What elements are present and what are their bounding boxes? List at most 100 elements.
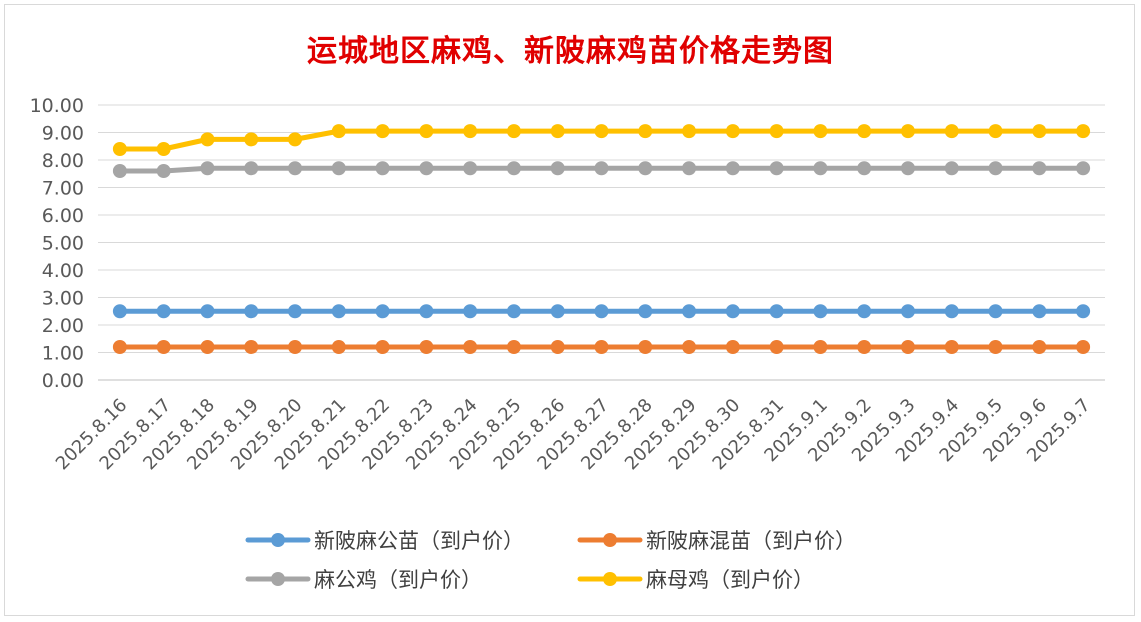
data-point	[419, 124, 434, 139]
data-point	[594, 161, 609, 176]
data-point	[944, 161, 959, 176]
data-point	[1032, 304, 1047, 319]
series-lines	[112, 124, 1091, 354]
data-point	[682, 304, 697, 319]
y-tick-label: 7.00	[42, 178, 84, 200]
legend: 新陂麻公苗（到户价） 新陂麻混苗（到户价） 麻公鸡（到户价） 麻母鸡（到户价）	[245, 529, 856, 592]
data-point	[594, 304, 609, 319]
data-point	[988, 124, 1003, 139]
data-point	[112, 142, 127, 156]
data-point	[506, 161, 521, 176]
data-point	[156, 164, 171, 178]
series	[112, 161, 1091, 178]
legend-marker	[603, 533, 617, 547]
data-point	[463, 304, 478, 319]
y-tick-label: 3.00	[42, 288, 84, 310]
data-point	[725, 304, 740, 319]
data-point	[244, 132, 259, 147]
data-point	[463, 161, 478, 176]
data-point	[857, 161, 872, 176]
data-point	[375, 124, 390, 139]
data-point	[682, 124, 697, 139]
data-point	[682, 340, 697, 354]
data-point	[857, 304, 872, 319]
data-point	[506, 304, 521, 319]
y-tick-label: 2.00	[42, 315, 84, 337]
data-point	[550, 124, 565, 139]
data-point	[244, 161, 259, 176]
data-point	[988, 161, 1003, 176]
data-point	[944, 124, 959, 139]
data-point	[375, 304, 390, 319]
data-point	[1076, 340, 1091, 354]
legend-marker	[271, 572, 285, 586]
data-point	[900, 304, 915, 319]
data-point	[550, 161, 565, 176]
data-point	[419, 304, 434, 319]
data-point	[594, 340, 609, 354]
y-tick-label: 10.00	[30, 95, 84, 117]
data-point	[944, 304, 959, 319]
data-point	[112, 164, 127, 178]
data-point	[550, 304, 565, 319]
data-point	[463, 340, 478, 354]
series	[112, 340, 1091, 354]
y-tick-label: 8.00	[42, 150, 84, 172]
y-axis-ticks: 0.00 1.00 2.00 3.00 4.00 5.00 6.00 7.00 8.00 9.00…	[30, 95, 84, 392]
legend-item: 麻公鸡（到户价）	[245, 568, 482, 592]
data-point	[1032, 340, 1047, 354]
series	[112, 124, 1091, 156]
data-point	[288, 132, 303, 147]
data-point	[594, 124, 609, 139]
data-point	[813, 161, 828, 176]
data-point	[1076, 304, 1091, 319]
legend-label: 新陂麻混苗（到户价）	[646, 529, 856, 553]
legend-marker	[603, 572, 617, 586]
data-point	[857, 340, 872, 354]
data-point	[463, 124, 478, 139]
legend-label: 新陂麻公苗（到户价）	[314, 529, 524, 553]
legend-label: 麻母鸡（到户价）	[646, 568, 814, 592]
data-point	[725, 340, 740, 354]
data-point	[725, 124, 740, 139]
data-point	[725, 161, 740, 176]
data-point	[550, 340, 565, 354]
data-point	[1076, 124, 1091, 139]
legend-marker	[271, 533, 285, 547]
data-point	[900, 340, 915, 354]
data-point	[900, 124, 915, 139]
data-point	[900, 161, 915, 176]
legend-item: 麻母鸡（到户价）	[577, 568, 814, 592]
data-point	[813, 340, 828, 354]
data-point	[288, 161, 303, 176]
data-point	[769, 304, 784, 319]
data-point	[769, 161, 784, 176]
data-point	[1032, 124, 1047, 139]
data-point	[112, 340, 127, 354]
data-point	[112, 304, 127, 319]
data-point	[288, 304, 303, 319]
data-point	[769, 340, 784, 354]
data-point	[419, 161, 434, 176]
y-tick-label: 6.00	[42, 205, 84, 227]
data-point	[244, 304, 259, 319]
data-point	[331, 161, 346, 176]
data-point	[331, 124, 346, 139]
y-tick-label: 9.00	[42, 123, 84, 145]
data-point	[638, 304, 653, 319]
y-tick-label: 5.00	[42, 233, 84, 255]
data-point	[288, 340, 303, 354]
data-point	[200, 132, 215, 147]
gridlines	[98, 104, 1105, 381]
data-point	[419, 340, 434, 354]
data-point	[988, 340, 1003, 354]
series	[112, 304, 1091, 319]
legend-item: 新陂麻公苗（到户价）	[245, 529, 524, 553]
y-tick-label: 1.00	[42, 343, 84, 365]
y-tick-label: 0.00	[42, 370, 84, 392]
data-point	[331, 304, 346, 319]
chart-title: 运城地区麻鸡、新陂麻鸡苗价格走势图	[307, 34, 834, 69]
data-point	[857, 124, 872, 139]
data-point	[331, 340, 346, 354]
